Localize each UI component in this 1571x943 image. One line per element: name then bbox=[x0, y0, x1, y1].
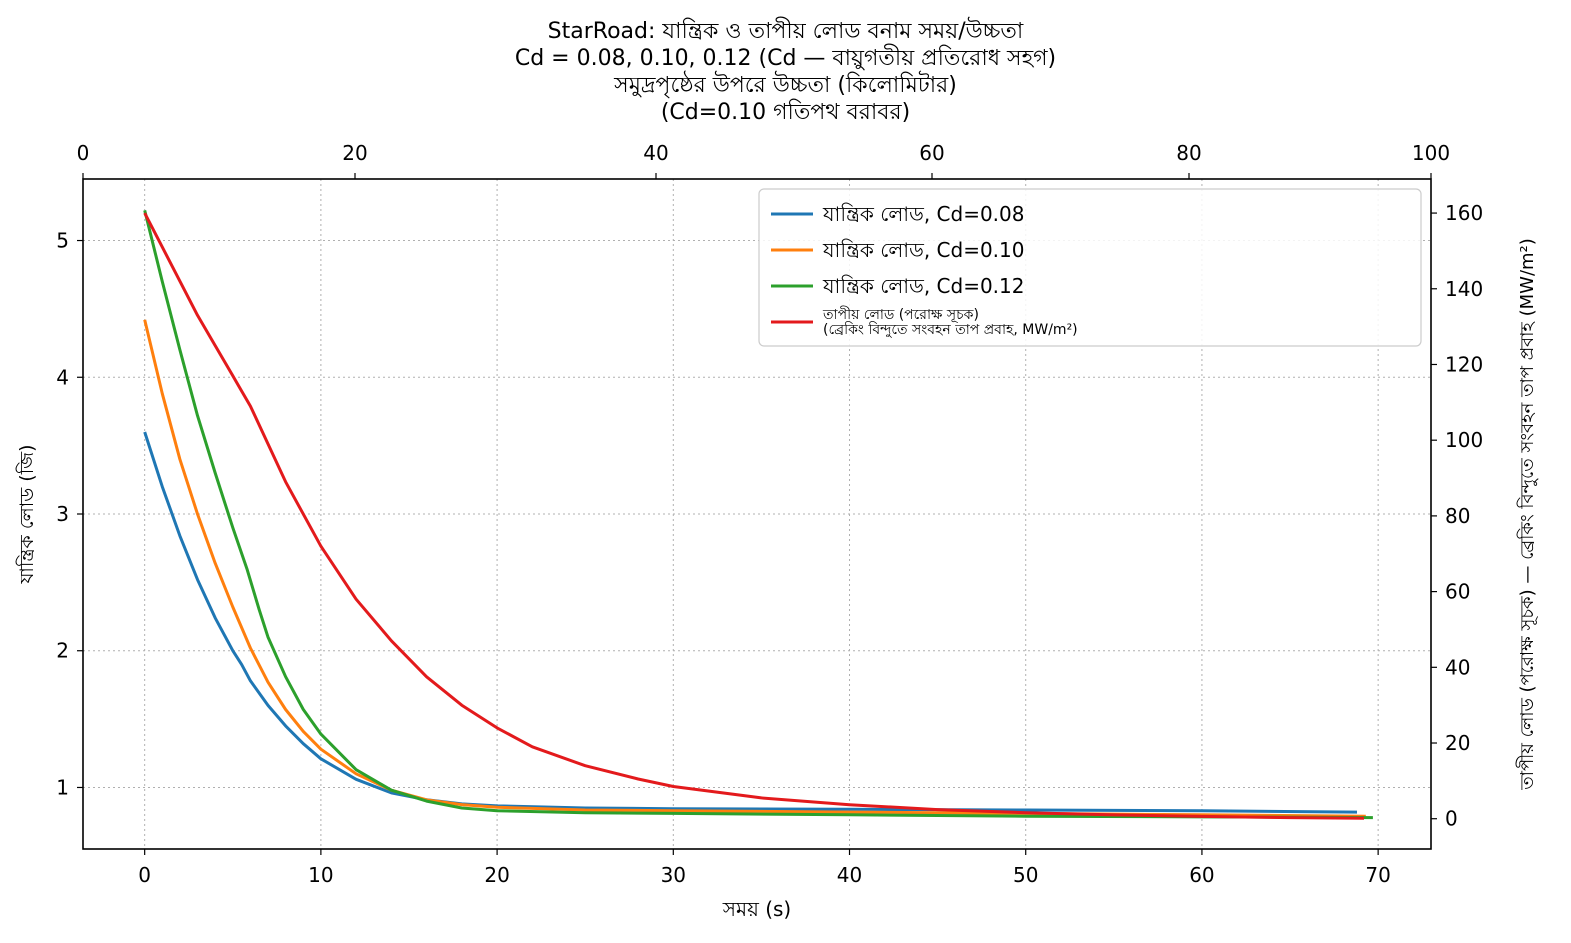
x-tick-label: 60 bbox=[1189, 863, 1214, 887]
top-tick-label: 40 bbox=[643, 141, 668, 165]
y2-axis-label: তাপীয় লোড (পরোক্ষ সূচক) — ব্রেকিং বিন্দ… bbox=[1516, 238, 1538, 791]
top-axis-ticks: 0 20 40 60 80 100 bbox=[77, 141, 1450, 179]
x-tick-label: 0 bbox=[138, 863, 151, 887]
y-tick-label: 5 bbox=[56, 229, 69, 253]
x-axis-label: সময় (s) bbox=[722, 897, 791, 921]
y2-tick-label: 40 bbox=[1445, 655, 1470, 679]
legend-box bbox=[758, 188, 1422, 347]
top-tick-label: 80 bbox=[1176, 141, 1201, 165]
title-line-2: Cd = 0.08, 0.10, 0.12 (Cd — বায়ুগতীয় প… bbox=[514, 46, 1057, 71]
series-line-3 bbox=[143, 212, 1365, 820]
x-tick-label: 70 bbox=[1365, 863, 1390, 887]
x-tick-label: 20 bbox=[484, 863, 509, 887]
series-line-0 bbox=[143, 431, 1358, 814]
series-line-1 bbox=[143, 319, 1366, 818]
top-tick-label: 20 bbox=[342, 141, 367, 165]
series-lines bbox=[143, 210, 1373, 820]
y2-axis-ticks: 0 20 40 60 80 100 120 140 160 bbox=[1431, 201, 1483, 831]
y2-tick-label: 60 bbox=[1445, 580, 1470, 604]
top-tick-label: 0 bbox=[77, 141, 90, 165]
top-axis-label-line-2: (Cd=0.10 গতিপথ বরাবর) bbox=[660, 100, 911, 125]
y-axis-ticks: 1 2 3 4 5 bbox=[56, 229, 83, 799]
y-tick-label: 2 bbox=[56, 639, 69, 663]
x-tick-label: 30 bbox=[661, 863, 686, 887]
y2-tick-label: 0 bbox=[1445, 807, 1458, 831]
x-tick-label: 50 bbox=[1013, 863, 1038, 887]
x-axis-ticks: 0 10 20 30 40 50 60 70 bbox=[138, 849, 1391, 887]
top-axis-label-line-1: সমুদ্রপৃষ্ঠের উপরে উচ্চতা (কিলোমিটার) bbox=[614, 73, 957, 98]
top-tick-label: 100 bbox=[1412, 141, 1450, 165]
y-tick-label: 1 bbox=[56, 775, 69, 799]
y2-tick-label: 140 bbox=[1445, 277, 1483, 301]
y-tick-label: 3 bbox=[56, 502, 69, 526]
x-tick-label: 10 bbox=[308, 863, 333, 887]
y-tick-label: 4 bbox=[56, 365, 69, 389]
legend-label: যান্ত্রিক লোড, Cd=0.10 bbox=[822, 238, 1024, 262]
y2-tick-label: 160 bbox=[1445, 201, 1483, 225]
y2-tick-label: 120 bbox=[1445, 352, 1483, 376]
legend-label: যান্ত্রিক লোড, Cd=0.08 bbox=[822, 202, 1024, 226]
legend-label: তাপীয় লোড (পরোক্ষ সূচক) (ব্রেকিং বিন্দুত… bbox=[822, 306, 1078, 338]
y2-tick-label: 80 bbox=[1445, 504, 1470, 528]
y-axis-label: যান্ত্রিক লোড (জি) bbox=[16, 444, 38, 584]
x-tick-label: 40 bbox=[837, 863, 862, 887]
top-tick-label: 60 bbox=[919, 141, 944, 165]
title-line-1: StarRoad: যান্ত্রিক ও তাপীয় লোড বনাম সম… bbox=[547, 19, 1024, 44]
chart-title: StarRoad: যান্ত্রিক ও তাপীয় লোড বনাম সম… bbox=[0, 18, 1571, 126]
series-line-2 bbox=[143, 210, 1373, 820]
y2-tick-label: 20 bbox=[1445, 731, 1470, 755]
legend-label: যান্ত্রিক লোড, Cd=0.12 bbox=[822, 274, 1024, 298]
y2-tick-label: 100 bbox=[1445, 428, 1483, 452]
legend: যান্ত্রিক লোড, Cd=0.08 যান্ত্রিক লোড, Cd=… bbox=[758, 188, 1422, 347]
